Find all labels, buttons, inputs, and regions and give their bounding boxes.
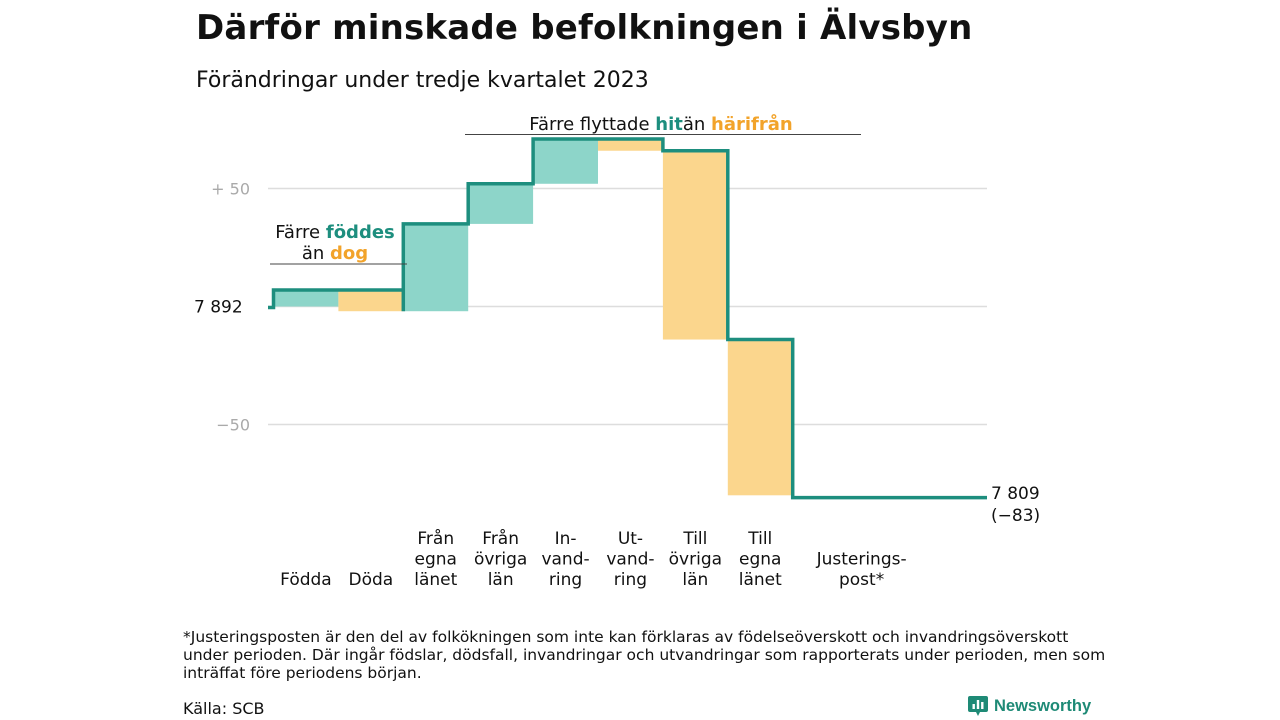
- x-label-line: övriga: [669, 550, 722, 570]
- chart-title: Därför minskade befolkningen i Älvsbyn: [196, 8, 973, 48]
- x-label-line: Justerings-: [816, 550, 907, 570]
- chart-subtitle: Förändringar under tredje kvartalet 2023: [196, 68, 649, 93]
- x-label-line: post*: [839, 570, 884, 590]
- footnote: *Justeringsposten är den del av folkökni…: [183, 628, 1106, 682]
- bar-fran-egna-lanet: [403, 223, 469, 312]
- bar-doda: [338, 289, 404, 312]
- bar-chart-logo-icon: [968, 696, 988, 716]
- x-label-till-ovriga-lan: Till övriga län: [669, 529, 722, 590]
- x-label-line: län: [488, 570, 514, 590]
- x-label-line: vand-: [541, 550, 589, 570]
- annotation-fewer-moved-out: härifrån: [711, 113, 793, 135]
- x-label-line: länet: [414, 570, 457, 590]
- end-change-label: (−83): [991, 506, 1040, 526]
- x-label-line: egna: [739, 550, 781, 570]
- brand-logo: Newsworthy: [968, 696, 1091, 716]
- brand-name: Newsworthy: [994, 696, 1092, 715]
- running-total-line: [268, 137, 987, 500]
- annotation-fewer-moved-plain: än: [683, 114, 711, 135]
- y-tick-label: + 50: [211, 180, 250, 199]
- x-label-till-egna-lanet: Till egna länet: [739, 529, 782, 590]
- annotation-fewer-born-plain: än: [302, 243, 330, 264]
- x-label-justeringspost: Justerings-post*: [816, 550, 907, 591]
- annotation-fewer-born-out: dog: [330, 243, 368, 264]
- x-label-line: In-: [555, 529, 577, 549]
- x-label-line: Från: [417, 528, 454, 549]
- annotation-fewer-born-in: föddes: [326, 222, 395, 243]
- x-label-line: övriga: [474, 550, 527, 570]
- annotation-fewer-born-plain: Färre: [275, 222, 326, 243]
- bar-fodda: [273, 289, 339, 307]
- x-label-invandring: In-vand-ring: [541, 529, 589, 590]
- source-label: Källa: SCB: [183, 699, 265, 718]
- annotation-fewer-born-line: än dog: [302, 243, 368, 264]
- x-label-utvandring: Ut-vand-ring: [606, 529, 654, 590]
- bar-fran-ovriga-lan: [468, 183, 534, 224]
- bar-utvandring: [598, 138, 663, 151]
- x-label-line: Till: [682, 529, 707, 549]
- x-label-fran-egna-lanet: Från egna länet: [414, 528, 457, 590]
- x-label-line: Ut-: [618, 529, 643, 549]
- annotation-fewer-born-line: Färre föddes: [275, 222, 395, 243]
- y-tick-label: −50: [216, 416, 250, 435]
- x-label-line: egna: [415, 550, 457, 570]
- annotation-fewer-moved-in: hit: [655, 114, 683, 135]
- bar-till-ovriga-lan: [662, 150, 728, 340]
- start-value-label: 7 892: [194, 298, 243, 318]
- annotation-fewer-moved-plain: Färre flyttade: [529, 114, 655, 135]
- x-label-line: Födda: [280, 570, 332, 590]
- x-label-line: ring: [614, 570, 647, 590]
- x-label-line: län: [682, 570, 708, 590]
- x-label-fran-ovriga-lan: Från övriga län: [474, 528, 527, 590]
- x-label-doda: Döda: [348, 570, 393, 590]
- x-label-line: vand-: [606, 550, 654, 570]
- x-label-line: Från: [482, 528, 519, 549]
- bar-till-egna-lanet: [727, 339, 793, 496]
- bar-invandring: [533, 138, 598, 184]
- x-label-fodda: Födda: [280, 570, 332, 590]
- x-label-line: ring: [549, 570, 582, 590]
- end-value-label: 7 809: [991, 484, 1040, 504]
- x-label-line: Till: [747, 529, 772, 549]
- annotation-fewer-moved-line: Färre flyttade hitän härifrån: [529, 113, 792, 135]
- x-label-line: länet: [739, 570, 782, 590]
- x-label-line: Döda: [348, 570, 393, 590]
